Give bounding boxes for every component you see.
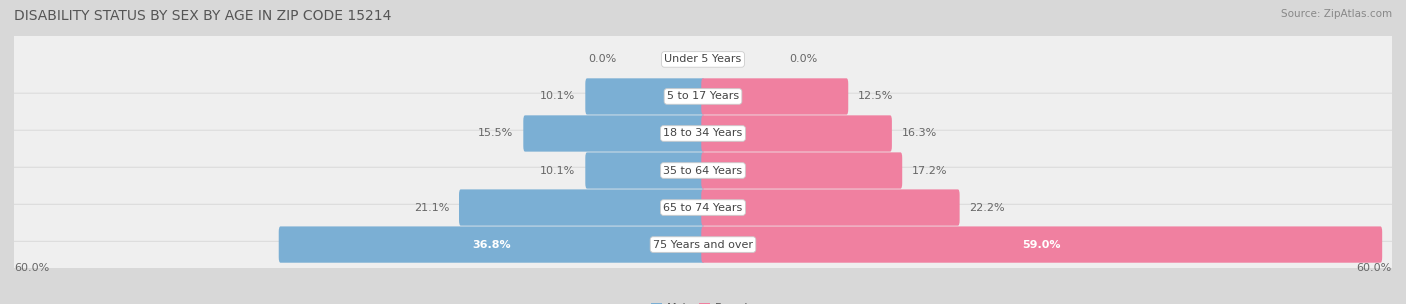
Text: 21.1%: 21.1% bbox=[413, 202, 450, 212]
Text: 16.3%: 16.3% bbox=[901, 129, 936, 139]
FancyBboxPatch shape bbox=[585, 78, 704, 115]
Text: 35 to 64 Years: 35 to 64 Years bbox=[664, 165, 742, 175]
Text: 10.1%: 10.1% bbox=[540, 92, 575, 102]
FancyBboxPatch shape bbox=[8, 211, 1398, 278]
Text: 36.8%: 36.8% bbox=[472, 240, 510, 250]
Text: 10.1%: 10.1% bbox=[540, 165, 575, 175]
FancyBboxPatch shape bbox=[8, 26, 1398, 93]
Text: Source: ZipAtlas.com: Source: ZipAtlas.com bbox=[1281, 9, 1392, 19]
Text: 75 Years and over: 75 Years and over bbox=[652, 240, 754, 250]
Text: 18 to 34 Years: 18 to 34 Years bbox=[664, 129, 742, 139]
FancyBboxPatch shape bbox=[278, 226, 704, 263]
FancyBboxPatch shape bbox=[523, 115, 704, 152]
Text: 17.2%: 17.2% bbox=[912, 165, 948, 175]
Text: 59.0%: 59.0% bbox=[1022, 240, 1062, 250]
FancyBboxPatch shape bbox=[8, 174, 1398, 241]
Text: 65 to 74 Years: 65 to 74 Years bbox=[664, 202, 742, 212]
Text: Under 5 Years: Under 5 Years bbox=[665, 54, 741, 64]
Text: 60.0%: 60.0% bbox=[1357, 263, 1392, 272]
FancyBboxPatch shape bbox=[702, 115, 891, 152]
FancyBboxPatch shape bbox=[8, 100, 1398, 167]
FancyBboxPatch shape bbox=[8, 63, 1398, 130]
FancyBboxPatch shape bbox=[585, 152, 704, 189]
Text: 0.0%: 0.0% bbox=[789, 54, 817, 64]
Text: 5 to 17 Years: 5 to 17 Years bbox=[666, 92, 740, 102]
FancyBboxPatch shape bbox=[702, 226, 1382, 263]
FancyBboxPatch shape bbox=[458, 189, 704, 226]
FancyBboxPatch shape bbox=[8, 137, 1398, 204]
Text: 22.2%: 22.2% bbox=[969, 202, 1005, 212]
Text: 60.0%: 60.0% bbox=[14, 263, 49, 272]
FancyBboxPatch shape bbox=[702, 189, 960, 226]
Text: DISABILITY STATUS BY SEX BY AGE IN ZIP CODE 15214: DISABILITY STATUS BY SEX BY AGE IN ZIP C… bbox=[14, 9, 391, 23]
Text: 12.5%: 12.5% bbox=[858, 92, 893, 102]
FancyBboxPatch shape bbox=[702, 152, 903, 189]
FancyBboxPatch shape bbox=[702, 78, 848, 115]
Legend: Male, Female: Male, Female bbox=[651, 303, 755, 304]
Text: 15.5%: 15.5% bbox=[478, 129, 513, 139]
Text: 0.0%: 0.0% bbox=[589, 54, 617, 64]
